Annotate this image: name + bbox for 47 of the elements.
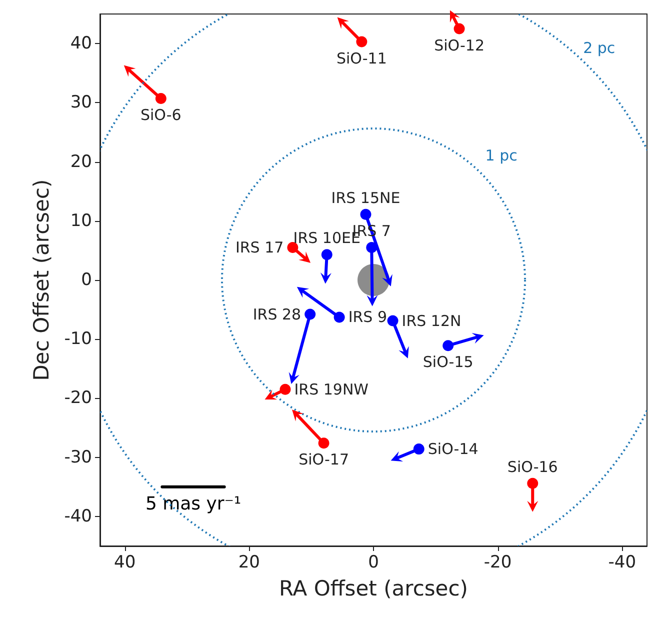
point [442,340,454,352]
series-label: 5 mas yr⁻¹ [145,493,242,514]
annotation: IRS 9 [348,308,387,326]
annotation: SiO-12 [434,36,484,54]
y-tick-label: -40 [64,506,92,526]
point [155,93,166,104]
y-tick-label: 30 [70,92,92,113]
point [413,444,424,455]
y-tick-label: 20 [70,152,92,172]
y-tick-label: 0 [81,270,92,290]
point [366,242,378,253]
point [318,438,330,449]
annotation: IRS 19NW [294,380,369,398]
y-tick-label: 40 [70,34,92,54]
annotation: IRS 12N [402,312,462,330]
point [454,23,465,34]
x-tick-label: 20 [238,552,260,572]
annotation: SiO-6 [140,106,182,124]
annotation: IRS 17 [235,238,284,256]
point [287,242,298,253]
x-tick-label: -40 [608,552,636,572]
point [356,36,368,48]
annotation: SiO-17 [298,450,349,469]
point [360,208,372,220]
x-tick-label: -20 [484,552,512,572]
y-tick-label: -20 [64,388,92,408]
y-tick-label: 10 [70,210,92,231]
point [334,312,345,323]
annotation: IRS 28 [252,305,302,324]
annotation: SiO-16 [507,458,558,476]
point [304,308,316,320]
annotation: IRS 15NE [331,188,400,207]
point [527,478,538,489]
annotation: 2 pc [583,39,616,57]
x-tick-label: 40 [114,552,136,572]
annotation: 1 pc [485,146,518,164]
annotation: SiO-15 [422,353,474,372]
x-tick-label: 0 [368,552,379,572]
x-axis-title: RA Offset (arcsec) [279,576,468,600]
point [387,315,398,326]
point [321,249,332,260]
y-axis-title: Dec Offset (arcsec) [30,179,54,381]
annotation: SiO-14 [428,440,478,458]
annotation: SiO-11 [336,49,387,68]
y-tick-label: -30 [64,447,92,468]
y-tick-label: -10 [64,329,92,350]
point [280,384,291,395]
